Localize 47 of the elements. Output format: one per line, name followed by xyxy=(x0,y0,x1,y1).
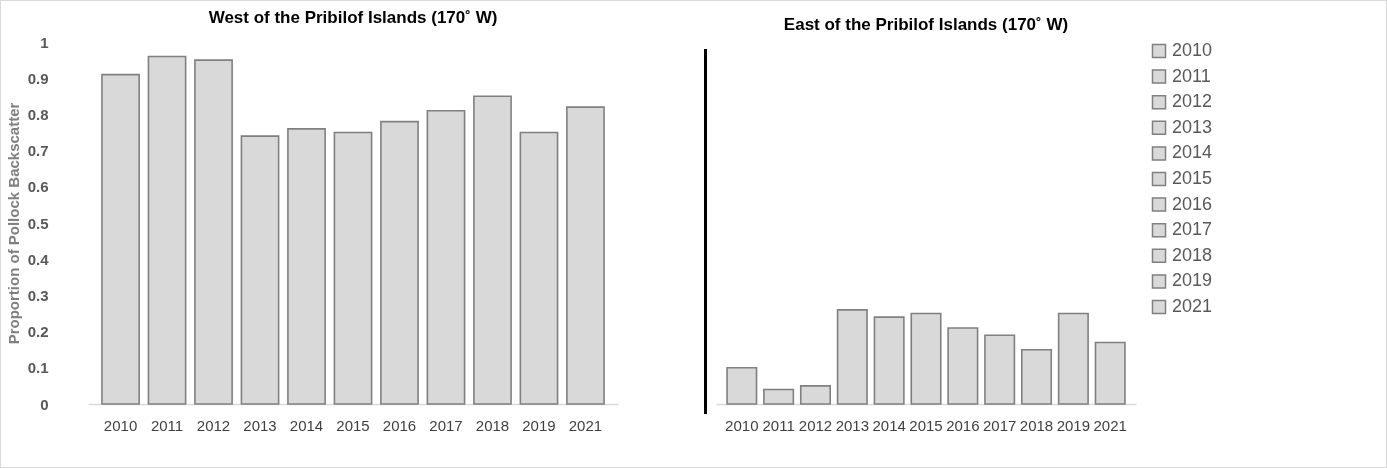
x-tick-label: 2018 xyxy=(475,416,510,434)
x-tick-label: 2015 xyxy=(336,416,370,434)
y-tick-label: 0.2 xyxy=(27,323,49,341)
y-tick-label: 0.7 xyxy=(27,142,49,160)
y-tick-label: 0 xyxy=(40,395,49,413)
legend-label: 2017 xyxy=(1172,219,1213,240)
x-tick-label: 2016 xyxy=(382,416,417,434)
legend-label: 2019 xyxy=(1172,270,1213,291)
legend-label: 2021 xyxy=(1172,296,1213,316)
y-tick-label: 0.6 xyxy=(27,178,49,196)
legend-label: 2010 xyxy=(1172,40,1213,60)
chart-title: East of the Pribilof Islands (170˚ W) xyxy=(783,15,1069,34)
y-axis-title: Proportion of Pollock Backscatter xyxy=(4,102,22,345)
legend-label: 2011 xyxy=(1172,65,1211,86)
legend-label: 2014 xyxy=(1172,142,1213,163)
x-tick-label: 2012 xyxy=(196,416,231,434)
legend-label: 2012 xyxy=(1172,91,1213,112)
x-tick-label: 2011 xyxy=(150,416,184,434)
x-tick-label: 2014 xyxy=(289,416,324,434)
legend-label: 2016 xyxy=(1172,193,1213,214)
x-tick-label: 2012 xyxy=(798,416,833,434)
legend-label: 2018 xyxy=(1172,244,1213,265)
y-tick-label: 0.5 xyxy=(27,214,49,232)
x-tick-label: 2013 xyxy=(835,416,869,434)
x-tick-label: 2010 xyxy=(725,416,759,434)
x-tick-label: 2011 xyxy=(762,416,795,434)
x-tick-label: 2018 xyxy=(1019,416,1054,434)
legend-label: 2013 xyxy=(1172,116,1213,137)
y-tick-label: 0.3 xyxy=(27,286,49,304)
chart-title: West of the Pribilof Islands (170˚ W) xyxy=(208,8,498,27)
y-tick-label: 0.8 xyxy=(27,105,49,123)
legend-label: 2015 xyxy=(1172,168,1213,188)
x-tick-label: 2010 xyxy=(103,416,138,434)
x-tick-label: 2016 xyxy=(946,416,980,434)
y-tick-label: 1 xyxy=(40,33,49,51)
x-tick-label: 2019 xyxy=(522,416,556,434)
y-tick-label: 0.1 xyxy=(27,359,49,377)
x-tick-label: 2017 xyxy=(429,416,463,434)
x-tick-label: 2017 xyxy=(983,416,1017,434)
y-tick-label: 0.9 xyxy=(27,69,49,87)
x-tick-label: 2014 xyxy=(872,416,906,434)
x-tick-label: 2015 xyxy=(909,416,943,434)
x-tick-label: 2021 xyxy=(568,416,603,434)
x-tick-label: 2013 xyxy=(243,416,277,434)
y-tick-label: 0.4 xyxy=(27,250,50,268)
x-tick-label: 2021 xyxy=(1093,416,1127,434)
x-tick-label: 2019 xyxy=(1056,416,1091,434)
